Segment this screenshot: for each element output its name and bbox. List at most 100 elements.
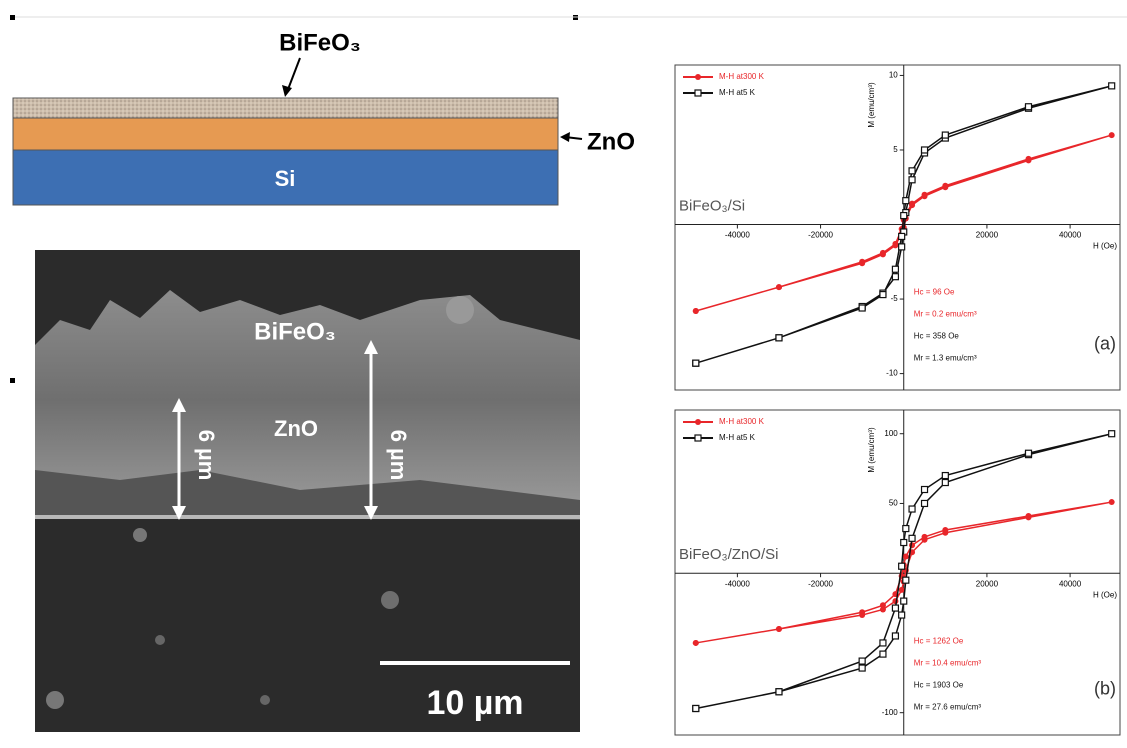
- sample-label: BiFeO₃/Si: [679, 197, 745, 214]
- x-tick-label: -20000: [808, 231, 833, 240]
- x-tick-label: -20000: [808, 579, 833, 588]
- particle: [155, 635, 165, 645]
- y-tick-label: -100: [882, 708, 899, 717]
- scale-bar-label: 10 µm: [426, 684, 523, 722]
- data-point: [908, 534, 916, 542]
- data-point: [898, 243, 906, 251]
- middle-layer-label: ZnO: [587, 128, 635, 155]
- data-point: [1108, 132, 1115, 139]
- data-point: [898, 232, 906, 241]
- data-point: [942, 526, 949, 533]
- interface: [35, 515, 580, 519]
- data-point: [775, 625, 782, 632]
- data-point: [942, 182, 949, 189]
- data-point: [692, 307, 699, 314]
- data-point: [902, 553, 909, 560]
- x-tick-label: -40000: [725, 231, 750, 240]
- data-point: [692, 704, 700, 713]
- data-point: [775, 284, 782, 291]
- data-point: [775, 334, 783, 342]
- plot-frame: [674, 64, 1121, 391]
- data-point: [692, 639, 699, 646]
- film-cross-section: [35, 290, 580, 510]
- data-point: [692, 359, 700, 367]
- corner-dot: [10, 378, 15, 383]
- x-tick-label: 20000: [976, 231, 999, 240]
- x-axis-label: H (Oe): [1093, 590, 1117, 599]
- data-point: [898, 562, 906, 570]
- data-point: [892, 240, 899, 247]
- data-point: [891, 273, 900, 281]
- layer-si: [12, 149, 559, 206]
- arrow-head: [364, 506, 378, 520]
- annotation: Hc = 358 Oe: [914, 332, 960, 341]
- y-tick-label: 50: [889, 499, 898, 508]
- legend-marker: [695, 74, 701, 80]
- data-point: [1025, 513, 1032, 520]
- annotation: Hc = 96 Oe: [914, 288, 955, 297]
- arrow-head: [172, 506, 186, 520]
- x-tick-label: -40000: [725, 579, 750, 588]
- thickness-label: 6 µm: [194, 430, 219, 481]
- sem-top-label: BiFeO₃: [254, 318, 336, 345]
- annotation: Mr = 0.2 emu/cm³: [914, 310, 977, 319]
- data-point: [908, 167, 916, 175]
- data-point: [879, 650, 887, 658]
- data-point: [879, 639, 887, 647]
- data-point: [858, 657, 866, 665]
- data-point: [859, 609, 866, 616]
- data-point: [1024, 103, 1033, 111]
- x-tick-label: 40000: [1059, 579, 1082, 588]
- data-point: [900, 538, 908, 547]
- data-point: [902, 576, 910, 584]
- data-point: [1108, 82, 1116, 90]
- data-point: [879, 249, 886, 256]
- arrow-head: [282, 85, 292, 97]
- arrow-head: [172, 398, 186, 412]
- data-point: [891, 265, 900, 273]
- data-point: [909, 200, 916, 207]
- data-point: [941, 471, 949, 480]
- data-point: [920, 485, 929, 494]
- schematic: Si BiFeO₃ ZnO: [12, 29, 635, 206]
- data-point: [879, 606, 886, 613]
- data-point: [902, 197, 910, 205]
- layer-bifeo3: [12, 97, 559, 119]
- legend-label: M-H at5 K: [719, 433, 756, 442]
- annotation: Hc = 1903 Oe: [914, 680, 964, 689]
- panel-label: (a): [1094, 333, 1116, 353]
- data-point: [902, 524, 910, 533]
- particle: [260, 695, 270, 705]
- data-point: [908, 176, 916, 184]
- sem-image: BiFeO₃ ZnO 6 µm 6 µm 10 µm: [35, 250, 580, 732]
- y-tick-label: -5: [891, 294, 899, 303]
- data-point: [898, 586, 905, 593]
- data-point: [921, 191, 928, 198]
- legend-label: M-H at300 K: [719, 72, 765, 81]
- particle: [446, 296, 474, 324]
- data-point: [920, 146, 929, 154]
- film-bottom: [35, 470, 580, 520]
- arrow: [286, 57, 301, 93]
- data-point: [921, 533, 928, 540]
- layer-zno: [12, 117, 559, 151]
- data-point: [908, 505, 916, 513]
- data-point: [1108, 499, 1115, 506]
- particle: [133, 528, 147, 542]
- y-axis-label: M (emu/cm³): [867, 427, 876, 473]
- data-point: [1025, 155, 1032, 162]
- data-point: [900, 211, 908, 220]
- plot-frame: [674, 409, 1121, 736]
- particle: [46, 691, 64, 709]
- top-layer-label: BiFeO₃: [279, 29, 361, 56]
- data-point: [920, 499, 929, 508]
- data-point: [859, 258, 866, 265]
- x-axis-label: H (Oe): [1093, 242, 1117, 251]
- data-point: [879, 290, 887, 299]
- x-tick-label: 40000: [1059, 231, 1082, 240]
- legend-marker: [694, 89, 702, 97]
- x-tick-label: 20000: [976, 579, 999, 588]
- legend-label: M-H at300 K: [719, 417, 765, 426]
